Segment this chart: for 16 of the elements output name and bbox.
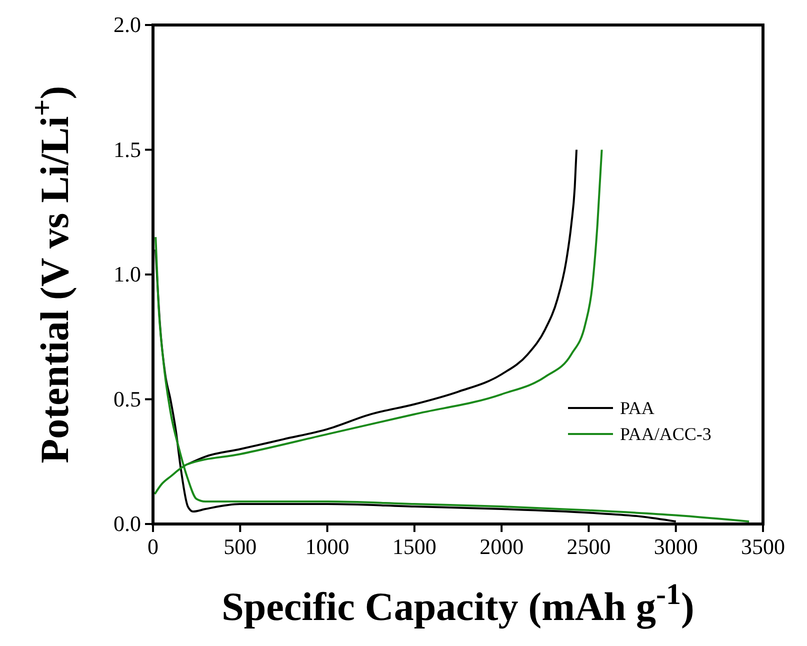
- x-tick-label: 2000: [480, 534, 524, 559]
- x-tick-label: 1000: [305, 534, 350, 559]
- x-axis-title: Specific Capacity (mAh g$^{-1}$): [222, 578, 694, 629]
- x-tick-label: 3000: [654, 534, 698, 559]
- x-tick-label: 2500: [566, 534, 611, 559]
- y-tick-label: 2.0: [114, 12, 141, 37]
- y-tick-label: 1.0: [114, 262, 141, 286]
- legend-label: PAA: [620, 398, 654, 418]
- y-tick-label: 0.0: [114, 511, 141, 536]
- x-tick-label: 1500: [392, 534, 436, 559]
- x-tick-label: 0: [148, 534, 158, 559]
- legend-label: PAA/ACC-3: [620, 424, 712, 444]
- y-tick-label: 0.5: [114, 386, 141, 412]
- x-tick-label: 500: [224, 534, 257, 559]
- x-tick-label: 3500: [741, 534, 785, 559]
- y-tick-label: 1.5: [114, 136, 141, 162]
